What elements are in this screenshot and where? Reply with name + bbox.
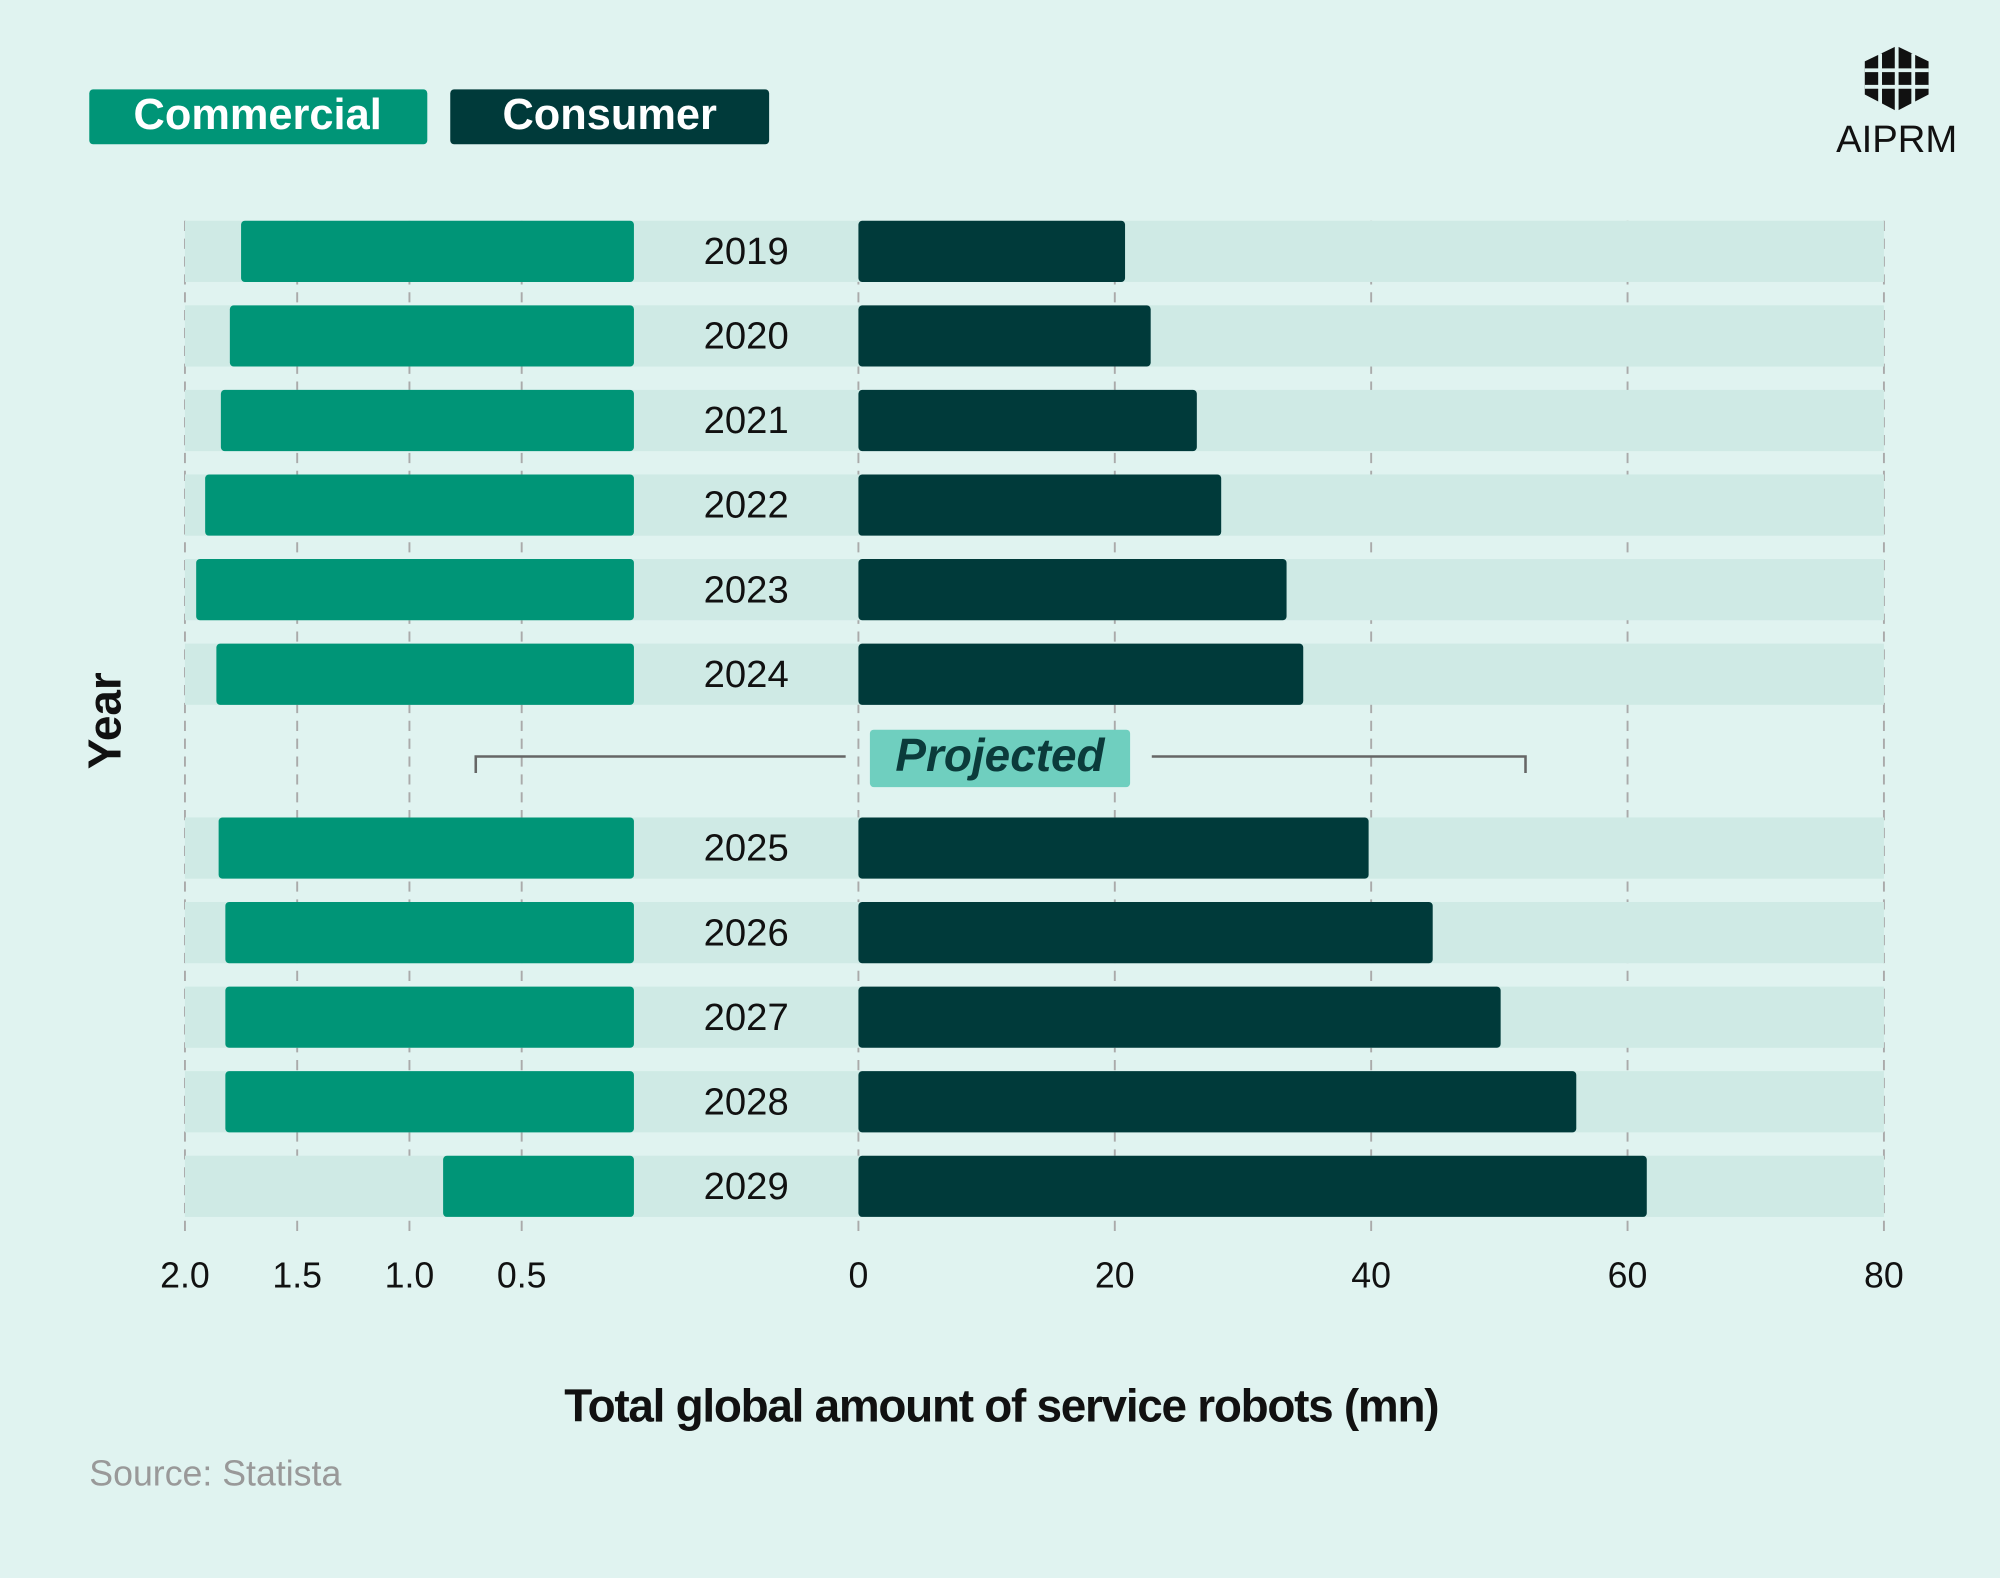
category-label: 2027: [704, 996, 789, 1039]
grid: [183, 220, 1885, 1233]
bar: [858, 389, 1197, 452]
bar: [858, 817, 1369, 879]
bar: [858, 1071, 1577, 1133]
bar: [858, 220, 1126, 282]
legend-swatch: [89, 89, 428, 145]
bar: [216, 643, 634, 705]
bar: [443, 1155, 634, 1217]
bar: [858, 559, 1287, 621]
annotation-box: [869, 729, 1131, 788]
category-label: 2026: [704, 911, 789, 954]
source: Source: Statista: [89, 1453, 341, 1493]
x-tick-label: 1.5: [272, 1256, 322, 1296]
bar: [858, 1155, 1647, 1217]
x-tick-label: 2.0: [160, 1256, 210, 1296]
bar: [225, 902, 634, 964]
projected-bracket: [474, 755, 1527, 774]
legend-label: Commercial: [134, 91, 382, 139]
logo-icon: [1864, 46, 1929, 112]
x-tick-label: 1.0: [385, 1256, 435, 1296]
x-tick-label: 0.5: [497, 1256, 547, 1296]
x-tick-label: 20: [1095, 1256, 1135, 1296]
category-label: 2020: [704, 315, 789, 358]
x-tick-label: 60: [1608, 1256, 1648, 1296]
bar: [229, 305, 634, 367]
y-axis-label: Year: [79, 672, 131, 769]
category-label: 2024: [704, 653, 789, 696]
bar: [205, 474, 634, 536]
category-label: 2019: [704, 230, 789, 273]
annotation: Projected: [895, 729, 1105, 781]
category-label: 2028: [704, 1080, 789, 1123]
category-label: 2029: [704, 1165, 789, 1208]
legend-swatch: [450, 89, 770, 145]
category-label: 2021: [704, 399, 789, 442]
bar: [858, 643, 1304, 705]
bar: [858, 474, 1222, 536]
bar: [220, 389, 634, 452]
category-label: 2025: [704, 827, 789, 870]
x-axis-label: Total global amount of service robots (m…: [564, 1380, 1438, 1432]
bar: [858, 305, 1151, 367]
x-tick-label: 0: [848, 1256, 868, 1296]
bar: [196, 559, 634, 621]
rows: 2019 2020 2021 2022 2023 2024 2025 2026 2027 2028…: [184, 220, 1884, 1217]
legend-label: Consumer: [502, 91, 717, 139]
bar: [225, 986, 634, 1048]
category-label: 2022: [704, 484, 789, 527]
brand: AIPRM: [1836, 118, 1957, 161]
x-tick-label: 40: [1351, 1256, 1391, 1296]
bar: [241, 220, 634, 282]
category-label: 2023: [704, 568, 789, 611]
bar: [225, 1071, 634, 1133]
x-tick-label: 80: [1864, 1256, 1904, 1296]
bar: [858, 902, 1433, 964]
bar: [218, 817, 634, 879]
bar: [858, 986, 1501, 1048]
